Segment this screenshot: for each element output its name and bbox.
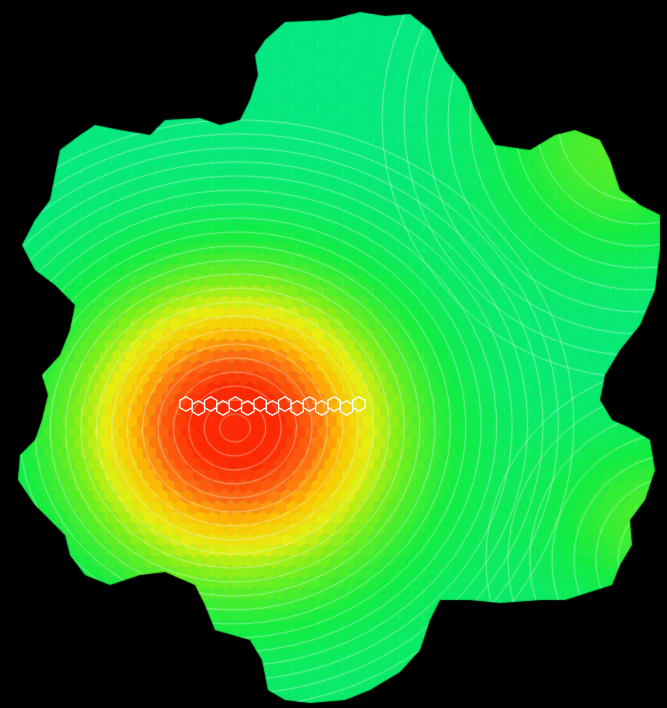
heatmap-viewport <box>0 0 667 708</box>
hex-heatmap-canvas <box>0 0 667 708</box>
